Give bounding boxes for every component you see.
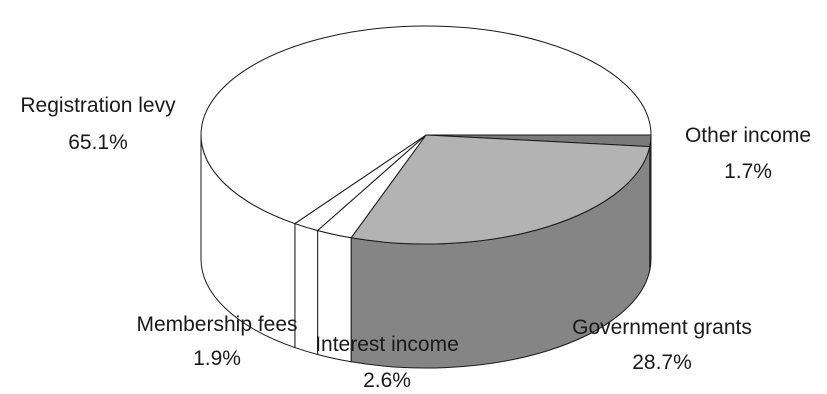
pie-tops xyxy=(200,25,652,245)
slice-top-registration-levy xyxy=(200,25,652,225)
pie-sides xyxy=(200,134,652,369)
slice-top-government-grants xyxy=(350,134,651,245)
slice-label-membership-fees: Membership fees xyxy=(136,313,297,336)
slice-value-interest-income: 2.6% xyxy=(363,369,411,392)
slice-label-government-grants: Government grants xyxy=(572,316,752,339)
pie-labels: Other income 1.7% Government grants 28.7… xyxy=(20,94,811,392)
slice-value-other-income: 1.7% xyxy=(724,160,772,183)
slice-value-membership-fees: 1.9% xyxy=(193,347,241,370)
slice-value-government-grants: 28.7% xyxy=(632,351,692,374)
slice-label-interest-income: Interest income xyxy=(315,333,459,356)
slice-label-other-income: Other income xyxy=(685,124,811,147)
slice-value-registration-levy: 65.1% xyxy=(68,131,128,154)
slice-side-membership-fees xyxy=(294,223,319,356)
slice-label-registration-levy: Registration levy xyxy=(20,94,176,117)
